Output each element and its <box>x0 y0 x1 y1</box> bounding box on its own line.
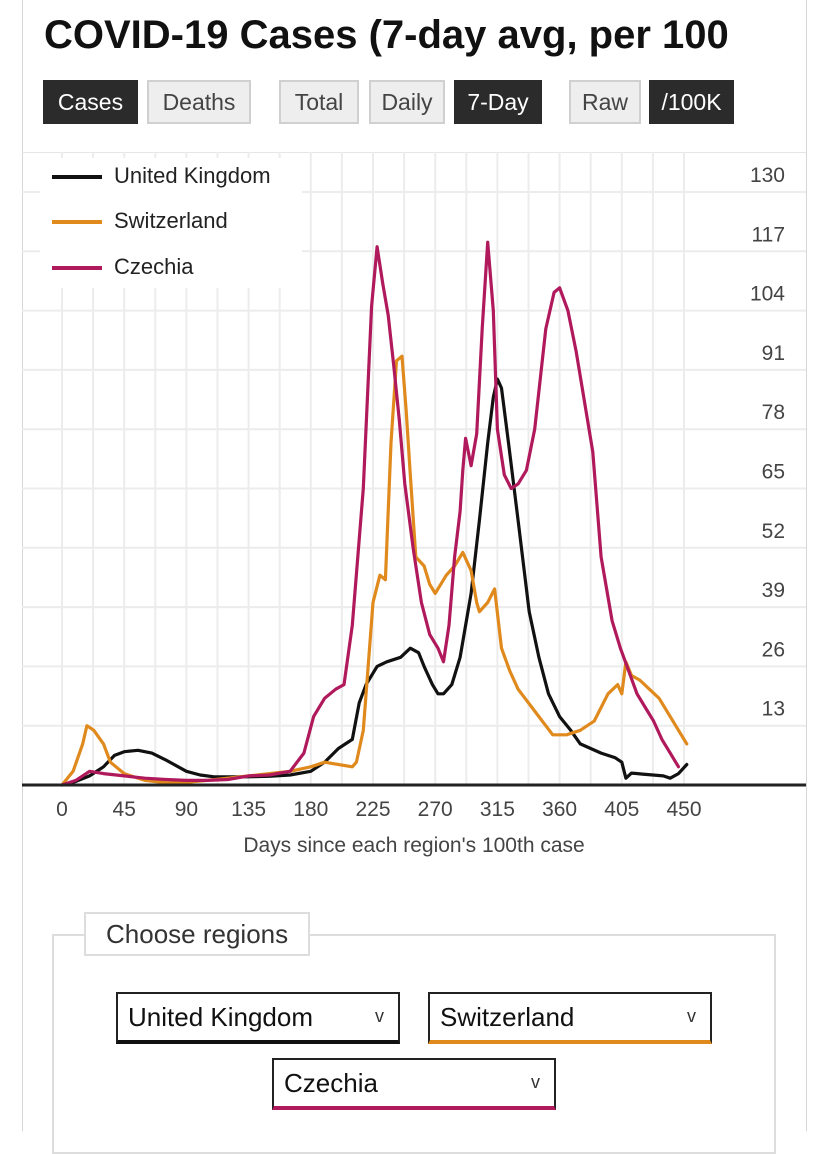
series-line-united-kingdom <box>60 377 689 787</box>
seven-day-button[interactable]: 7-Day <box>454 80 542 124</box>
y-tick-labels: 13 26 39 52 65 78 91 104 117 130 <box>750 164 785 721</box>
chart-series <box>60 240 689 787</box>
series-line-czechia <box>60 240 681 787</box>
y-tick-label: 26 <box>762 638 785 661</box>
x-axis-title: Days since each region's 100th case <box>243 834 585 857</box>
raw-button[interactable]: Raw <box>569 80 641 124</box>
daily-button[interactable]: Daily <box>369 80 445 124</box>
x-tick-label: 180 <box>293 798 328 821</box>
page-title: COVID-19 Cases (7-day avg, per 100 <box>44 13 729 57</box>
x-tick-label: 45 <box>113 798 136 821</box>
region-select-1[interactable]: United Kingdom v <box>116 992 400 1044</box>
chevron-down-icon: v <box>531 1072 540 1092</box>
y-tick-label: 13 <box>762 698 785 721</box>
legend-label-united-kingdom: United Kingdom <box>114 163 271 188</box>
y-tick-label: 104 <box>750 283 785 306</box>
x-tick-label: 135 <box>231 798 266 821</box>
x-tick-label: 450 <box>666 798 701 821</box>
y-tick-label: 130 <box>750 164 785 187</box>
y-tick-label: 117 <box>752 223 785 246</box>
cases-button[interactable]: Cases <box>43 80 138 124</box>
x-tick-labels: 0 45 90 135 180 225 270 315 360 405 450 <box>56 798 701 821</box>
region-select-3[interactable]: Czechia v <box>272 1058 556 1110</box>
choose-regions-title: Choose regions <box>84 912 311 956</box>
x-tick-label: 0 <box>56 798 68 821</box>
per-100k-button[interactable]: /100K <box>649 80 734 124</box>
toolbar-divider <box>22 152 806 153</box>
legend-label-switzerland: Switzerland <box>114 208 228 233</box>
region-select-1-value: United Kingdom <box>128 1002 313 1032</box>
y-tick-label: 39 <box>762 579 785 602</box>
deaths-button[interactable]: Deaths <box>147 80 251 124</box>
total-button[interactable]: Total <box>279 80 359 124</box>
right-frame-border <box>806 0 807 1131</box>
choose-regions-panel <box>52 934 776 1154</box>
y-tick-label: 78 <box>762 401 785 424</box>
x-tick-label: 270 <box>418 798 453 821</box>
region-select-2[interactable]: Switzerland v <box>428 992 712 1044</box>
x-tick-label: 225 <box>355 798 390 821</box>
legend-swatch-united-kingdom <box>52 175 102 179</box>
legend-swatch-switzerland <box>52 220 102 224</box>
legend-swatch-czechia <box>52 266 102 270</box>
x-tick-label: 360 <box>542 798 577 821</box>
x-tick-label: 90 <box>175 798 198 821</box>
y-tick-label: 65 <box>762 461 785 484</box>
x-tick-label: 405 <box>604 798 639 821</box>
y-tick-label: 91 <box>762 342 785 365</box>
chevron-down-icon: v <box>687 1006 696 1026</box>
x-tick-label: 315 <box>480 798 515 821</box>
legend-label-czechia: Czechia <box>114 254 194 279</box>
y-tick-label: 52 <box>762 520 785 543</box>
chevron-down-icon: v <box>375 1006 384 1026</box>
left-frame-border <box>22 0 23 1131</box>
region-select-3-value: Czechia <box>284 1068 378 1098</box>
region-select-2-value: Switzerland <box>440 1002 575 1032</box>
